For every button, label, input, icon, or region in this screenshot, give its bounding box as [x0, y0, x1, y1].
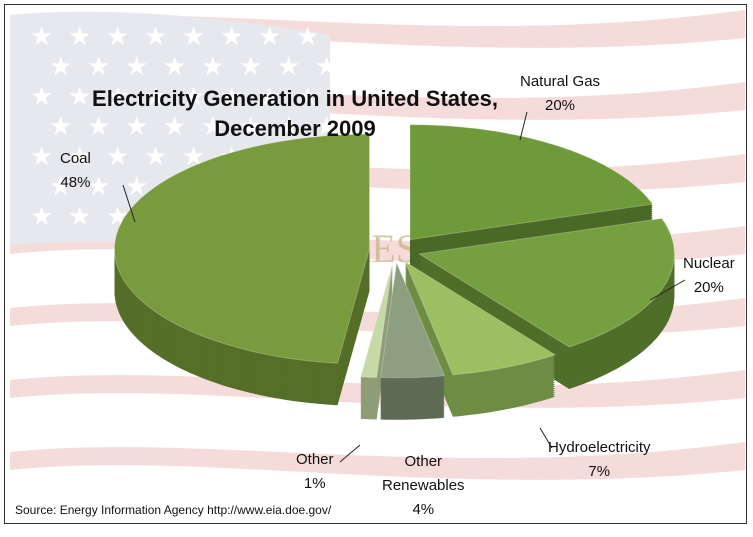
flag-stripe	[10, 406, 745, 444]
slice-top	[359, 262, 394, 379]
chart-border	[4, 4, 747, 524]
leader-line	[339, 444, 361, 463]
flag-star: ★	[144, 141, 167, 171]
label-name: Coal	[60, 150, 91, 167]
leader-line	[122, 184, 136, 223]
leader-line	[539, 427, 553, 449]
label-value: 7%	[588, 463, 611, 480]
flag-star: ★	[125, 111, 148, 141]
label-name: Other	[296, 451, 334, 468]
flag-star: ★	[144, 81, 167, 111]
flag-stripe	[10, 46, 745, 84]
flag-star: ★	[182, 141, 205, 171]
pie-slice-nuclear	[417, 217, 675, 389]
flag-stripe	[10, 118, 745, 156]
label-natural-gas: Natural Gas 20%	[520, 70, 600, 118]
label-value: 20%	[693, 279, 724, 296]
flag-star: ★	[68, 81, 91, 111]
flag-star: ★	[49, 111, 72, 141]
slice-top	[417, 217, 675, 348]
label-name: Nuclear	[683, 255, 735, 272]
flag-star: ★	[182, 21, 205, 51]
flag-star: ★	[296, 81, 319, 111]
flag-star: ★	[220, 81, 243, 111]
flag-star: ★	[277, 111, 300, 141]
flag-star: ★	[30, 201, 53, 231]
flag-star: ★	[87, 51, 110, 81]
flag-star: ★	[87, 171, 110, 201]
title-line-1: Electricity Generation in United States,	[92, 86, 498, 111]
label-value: 20%	[545, 97, 576, 114]
label-value: 48%	[60, 174, 91, 191]
leader-line	[649, 279, 686, 301]
flag-star: ★	[68, 21, 91, 51]
label-name: Natural Gas	[520, 73, 601, 90]
flag-star: ★	[182, 81, 205, 111]
label-name-2: Renewables	[382, 477, 465, 494]
flag-star: ★	[49, 51, 72, 81]
leader-line	[519, 111, 528, 141]
flag-star: ★	[258, 81, 281, 111]
flag-stripe	[10, 442, 745, 480]
flag-star: ★	[68, 201, 91, 231]
label-other-renewables: Other Renewables 4%	[382, 450, 465, 522]
flag-star: ★	[163, 111, 186, 141]
flag-star: ★	[106, 81, 129, 111]
flag-star: ★	[125, 51, 148, 81]
flag-star: ★	[258, 21, 281, 51]
flag-star: ★	[201, 51, 224, 81]
flag-star: ★	[315, 51, 338, 81]
label-nuclear: Nuclear 20%	[683, 252, 735, 300]
flag-star: ★	[106, 21, 129, 51]
flag-star: ★	[163, 51, 186, 81]
flag-star: ★	[144, 21, 167, 51]
label-value: 1%	[303, 475, 326, 492]
flag-star: ★	[68, 141, 91, 171]
flag-star: ★	[30, 141, 53, 171]
pie-slice-other	[359, 262, 394, 420]
chart-title: Electricity Generation in United States,…	[60, 84, 530, 144]
slice-top	[380, 260, 446, 379]
label-other: Other 1%	[296, 448, 334, 496]
flag-star: ★	[30, 81, 53, 111]
flag-star: ★	[106, 141, 129, 171]
pie-slice-other-renewables	[380, 260, 446, 420]
flag-star: ★	[239, 111, 262, 141]
flag-star: ★	[30, 21, 53, 51]
flag-star: ★	[201, 111, 224, 141]
pie-slice-coal	[114, 133, 371, 406]
flag-stripe	[10, 10, 745, 48]
slice-top	[114, 133, 371, 364]
flag-star: ★	[277, 51, 300, 81]
pie-slice-natural-gas	[409, 124, 654, 282]
label-name: Hydroelectricity	[548, 439, 651, 456]
flag-star: ★	[49, 171, 72, 201]
flag-star: ★	[315, 111, 338, 141]
flag-star: ★	[239, 51, 262, 81]
flag-star: ★	[87, 111, 110, 141]
slice-top	[404, 260, 557, 376]
title-line-2: December 2009	[214, 116, 376, 141]
label-coal: Coal 48%	[60, 147, 91, 195]
label-value: 4%	[412, 501, 435, 518]
label-hydroelectricity: Hydroelectricity 7%	[548, 436, 651, 484]
flag-star: ★	[220, 21, 243, 51]
slice-top	[409, 124, 654, 241]
source-note: Source: Energy Information Agency http:/…	[15, 503, 332, 517]
flag-stripe	[10, 82, 745, 120]
flag-star: ★	[296, 21, 319, 51]
flag-star: ★	[125, 171, 148, 201]
label-name: Other	[404, 453, 443, 470]
